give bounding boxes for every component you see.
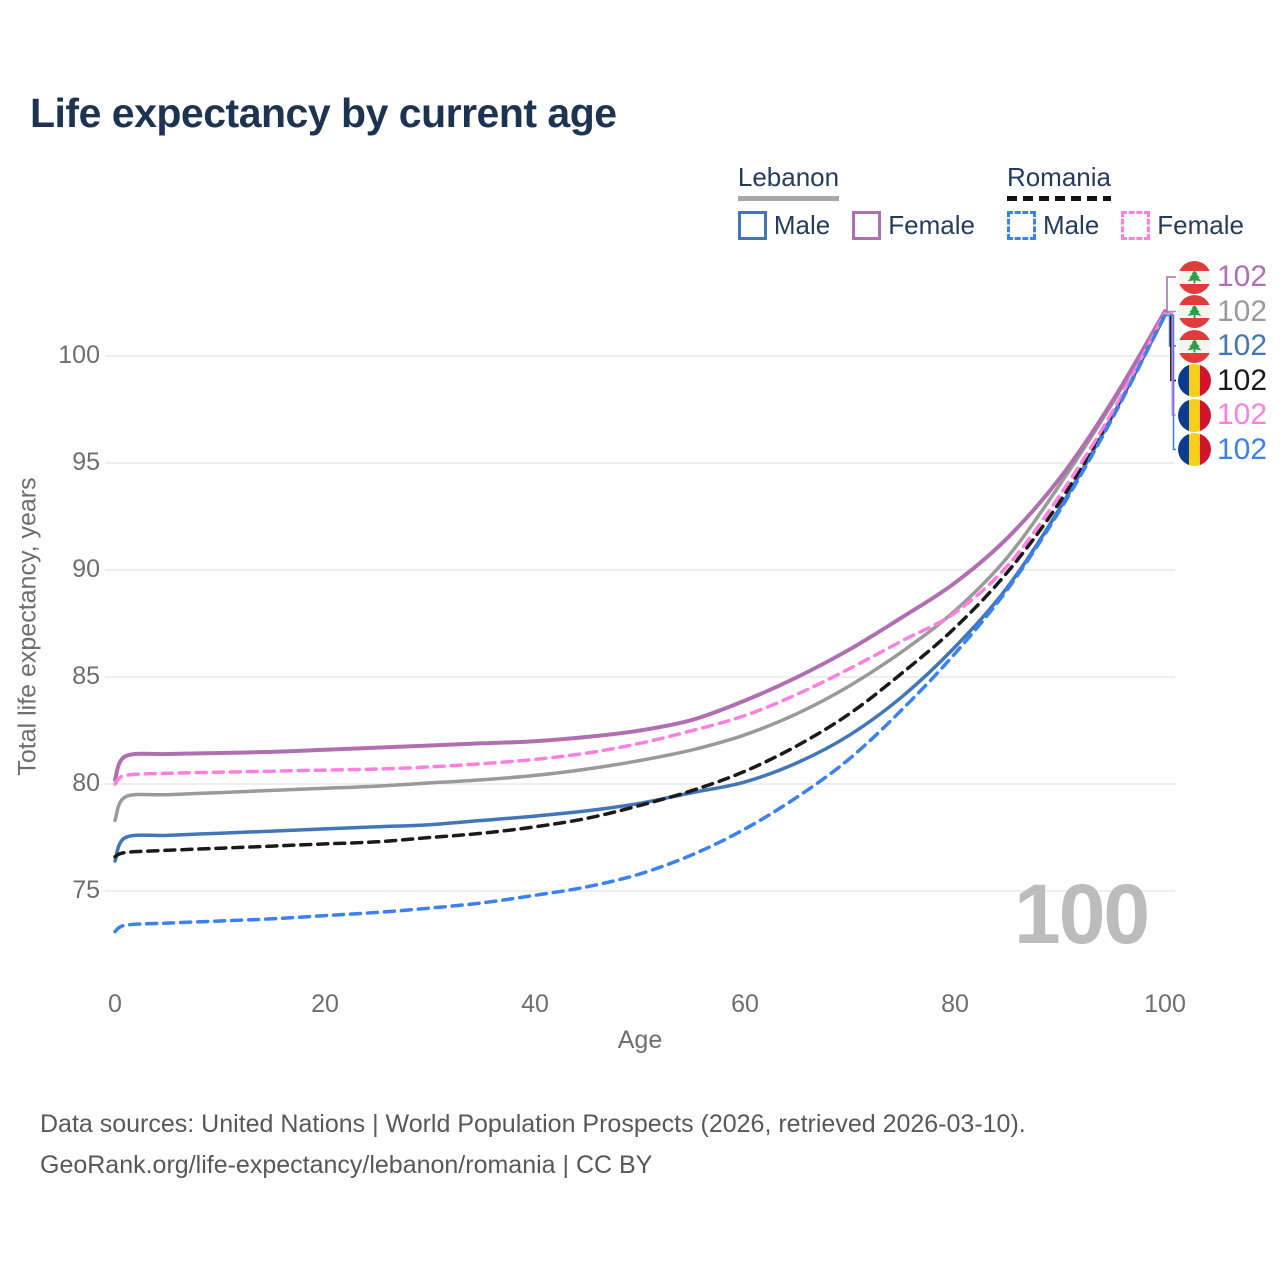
cedar-tree-icon bbox=[1187, 270, 1202, 284]
romania-male-swatch-icon bbox=[1006, 211, 1036, 240]
leader-line-romania-male bbox=[1165, 314, 1176, 451]
chart-legend: Lebanon Male Female Romania bbox=[737, 162, 1244, 241]
source-line-2: GeoRank.org/life-expectancy/lebanon/roma… bbox=[40, 1151, 653, 1179]
chart-title: Life expectancy by current age bbox=[30, 90, 617, 136]
end-label-value: 102 bbox=[1217, 294, 1268, 328]
y-axis-title: Total life expectancy, years bbox=[13, 477, 42, 776]
y-tick-label-95: 95 bbox=[72, 448, 100, 476]
end-label-romania-male[interactable]: 102 bbox=[1178, 433, 1267, 467]
legend-item-romania-female[interactable]: Female bbox=[1121, 210, 1244, 241]
lebanon-flag-icon bbox=[1178, 329, 1211, 363]
cedar-tree-icon bbox=[1187, 339, 1202, 353]
legend-country-romania[interactable]: Romania bbox=[1006, 162, 1111, 201]
lebanon-flag-icon bbox=[1178, 295, 1211, 328]
y-tick-label-75: 75 bbox=[72, 876, 100, 904]
lebanon-flag-icon bbox=[1178, 260, 1211, 294]
end-label-value: 102 bbox=[1217, 398, 1268, 431]
cedar-tree-icon bbox=[1187, 305, 1202, 318]
end-label-romania-both[interactable]: 102 bbox=[1178, 364, 1267, 398]
romania-flag-icon bbox=[1178, 364, 1211, 397]
legend-item-label: Male bbox=[1042, 210, 1100, 240]
end-label-lebanon-both[interactable]: 102 bbox=[1178, 295, 1267, 329]
lebanon-female-swatch-icon bbox=[852, 211, 882, 240]
x-axis-title: Age bbox=[617, 1026, 663, 1054]
line-romania-both[interactable] bbox=[113, 311, 1167, 859]
leader-line-lebanon-female bbox=[1165, 276, 1176, 312]
legend-item-romania-male[interactable]: Male bbox=[1006, 210, 1100, 241]
end-label-value: 102 bbox=[1217, 260, 1268, 293]
legend-group-romania: Romania Male Female bbox=[1006, 162, 1244, 241]
end-label-value: 102 bbox=[1217, 432, 1268, 466]
data-sources: Data sources: United Nations | World Pop… bbox=[40, 1104, 1026, 1186]
legend-item-label: Male bbox=[773, 210, 831, 240]
line-lebanon-female[interactable] bbox=[113, 309, 1167, 782]
romania-female-swatch-icon bbox=[1121, 211, 1151, 240]
end-label-value: 102 bbox=[1217, 363, 1268, 397]
legend-country-lebanon-label: Lebanon bbox=[737, 162, 840, 192]
current-age-watermark: 100 bbox=[1014, 867, 1150, 961]
end-label-value: 102 bbox=[1217, 329, 1268, 362]
legend-items-romania: Male Female bbox=[1006, 210, 1244, 241]
end-label-lebanon-male[interactable]: 102 bbox=[1178, 329, 1267, 363]
x-tick-label-60: 60 bbox=[731, 990, 759, 1018]
y-tick-label-90: 90 bbox=[72, 555, 100, 583]
legend-item-lebanon-female[interactable]: Female bbox=[852, 210, 975, 241]
y-tick-label-80: 80 bbox=[72, 769, 100, 797]
leader-line-romania-both bbox=[1165, 312, 1176, 382]
romania-flag-icon bbox=[1178, 433, 1211, 466]
romania-dashed-line-sample bbox=[1006, 196, 1111, 201]
source-line-1: Data sources: United Nations | World Pop… bbox=[40, 1110, 1026, 1138]
line-lebanon-both[interactable] bbox=[113, 310, 1167, 823]
y-tick-label-100: 100 bbox=[58, 341, 100, 369]
legend-item-lebanon-male[interactable]: Male bbox=[737, 210, 831, 241]
leader-line-lebanon-both bbox=[1165, 310, 1176, 313]
lebanon-solid-line-sample bbox=[737, 196, 840, 201]
x-tick-label-40: 40 bbox=[521, 990, 549, 1018]
line-romania-male[interactable] bbox=[113, 313, 1167, 934]
x-tick-label-100: 100 bbox=[1144, 990, 1186, 1018]
romania-flag-icon bbox=[1178, 398, 1211, 432]
x-tick-label-80: 80 bbox=[941, 990, 969, 1018]
legend-country-lebanon[interactable]: Lebanon bbox=[737, 162, 840, 201]
lebanon-male-swatch-icon bbox=[737, 211, 767, 240]
legend-country-romania-label: Romania bbox=[1006, 162, 1111, 192]
legend-item-label: Female bbox=[1157, 210, 1244, 240]
legend-group-lebanon: Lebanon Male Female bbox=[737, 162, 975, 241]
y-tick-label-85: 85 bbox=[72, 662, 100, 690]
line-romania-female[interactable] bbox=[113, 311, 1167, 786]
legend-item-label: Female bbox=[888, 210, 975, 240]
end-label-romania-female[interactable]: 102 bbox=[1178, 398, 1267, 432]
x-tick-label-20: 20 bbox=[311, 990, 339, 1018]
end-label-lebanon-female[interactable]: 102 bbox=[1178, 260, 1267, 294]
legend-items-lebanon: Male Female bbox=[737, 210, 975, 241]
x-tick-label-0: 0 bbox=[108, 990, 122, 1018]
